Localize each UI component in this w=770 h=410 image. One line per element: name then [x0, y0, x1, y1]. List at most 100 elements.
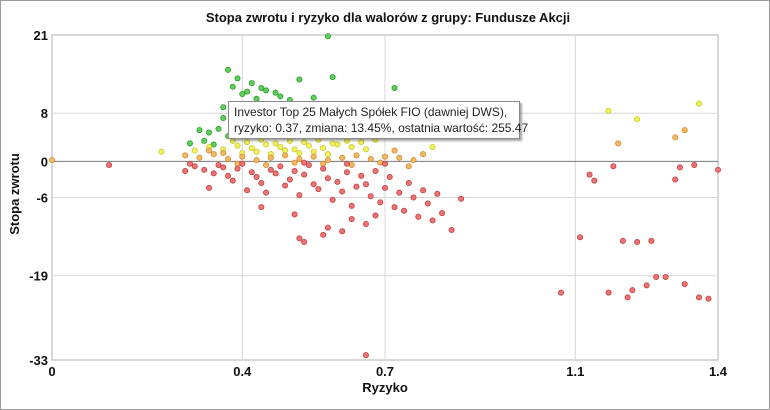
data-point-orange[interactable] — [296, 155, 303, 162]
data-point-orange[interactable] — [681, 127, 688, 134]
data-point-red[interactable] — [410, 194, 417, 201]
data-point-orange[interactable] — [220, 149, 227, 156]
data-point-red[interactable] — [315, 186, 322, 193]
data-point-red[interactable] — [201, 166, 208, 173]
data-point-red[interactable] — [458, 195, 465, 202]
data-point-orange[interactable] — [210, 151, 217, 158]
data-point-red[interactable] — [186, 160, 193, 167]
data-point-orange[interactable] — [420, 151, 427, 158]
data-point-red[interactable] — [448, 226, 455, 233]
data-point-orange[interactable] — [367, 155, 374, 162]
data-point-red[interactable] — [439, 210, 446, 217]
data-point-green[interactable] — [324, 33, 331, 40]
data-point-red[interactable] — [643, 282, 650, 289]
data-point-red[interactable] — [676, 164, 683, 171]
data-point-orange[interactable] — [396, 154, 403, 161]
data-point-red[interactable] — [372, 168, 379, 175]
data-point-red[interactable] — [339, 228, 346, 235]
data-point-red[interactable] — [277, 163, 284, 170]
data-point-orange[interactable] — [239, 153, 246, 160]
data-point-yellow[interactable] — [362, 146, 369, 153]
data-point-red[interactable] — [305, 161, 312, 168]
data-point-yellow[interactable] — [277, 143, 284, 150]
data-point-red[interactable] — [263, 189, 270, 196]
data-point-red[interactable] — [610, 163, 617, 170]
data-point-orange[interactable] — [205, 147, 212, 154]
data-point-red[interactable] — [348, 202, 355, 209]
data-point-orange[interactable] — [263, 161, 270, 168]
data-point-red[interactable] — [420, 187, 427, 194]
data-point-red[interactable] — [205, 184, 212, 191]
data-point-green[interactable] — [210, 141, 217, 148]
data-point-red[interactable] — [253, 174, 260, 181]
data-point-yellow[interactable] — [248, 145, 255, 152]
data-point-red[interactable] — [301, 171, 308, 178]
data-point-red[interactable] — [324, 175, 331, 182]
data-point-red[interactable] — [334, 178, 341, 185]
data-point-red[interactable] — [405, 180, 412, 187]
data-point-orange[interactable] — [182, 152, 189, 159]
data-point-red[interactable] — [329, 196, 336, 203]
data-point-green[interactable] — [239, 90, 246, 97]
data-point-red[interactable] — [348, 216, 355, 223]
data-point-red[interactable] — [381, 184, 388, 191]
data-point-red[interactable] — [681, 281, 688, 288]
data-point-yellow[interactable] — [329, 140, 336, 147]
data-point-red[interactable] — [248, 169, 255, 176]
data-point-red[interactable] — [386, 174, 393, 181]
data-point-red[interactable] — [220, 164, 227, 171]
data-point-red[interactable] — [291, 211, 298, 218]
data-point-orange[interactable] — [672, 134, 679, 141]
data-point-red[interactable] — [634, 239, 641, 246]
data-point-red[interactable] — [695, 294, 702, 301]
data-point-yellow[interactable] — [286, 137, 293, 144]
data-point-orange[interactable] — [353, 152, 360, 159]
data-point-red[interactable] — [229, 177, 236, 184]
data-point-green[interactable] — [272, 89, 279, 96]
data-point-green[interactable] — [248, 80, 255, 87]
data-point-yellow[interactable] — [634, 116, 641, 123]
data-point-red[interactable] — [391, 204, 398, 211]
data-point-red[interactable] — [353, 183, 360, 190]
data-point-orange[interactable] — [410, 157, 417, 164]
data-point-red[interactable] — [624, 294, 631, 301]
data-point-red[interactable] — [215, 161, 222, 168]
data-point-red[interactable] — [320, 231, 327, 238]
data-point-green[interactable] — [244, 88, 251, 95]
data-point-yellow[interactable] — [429, 143, 436, 150]
data-point-red[interactable] — [310, 181, 317, 188]
data-point-red[interactable] — [182, 168, 189, 175]
data-point-yellow[interactable] — [191, 147, 198, 154]
data-point-yellow[interactable] — [234, 142, 241, 149]
data-point-red[interactable] — [267, 166, 274, 173]
data-point-orange[interactable] — [196, 154, 203, 161]
data-point-green[interactable] — [258, 84, 265, 91]
data-point-orange[interactable] — [339, 154, 346, 161]
data-point-yellow[interactable] — [343, 137, 350, 144]
data-point-orange[interactable] — [49, 157, 56, 164]
data-point-red[interactable] — [372, 212, 379, 219]
data-point-red[interactable] — [234, 165, 241, 172]
data-point-red[interactable] — [629, 287, 636, 294]
data-point-orange[interactable] — [381, 153, 388, 160]
data-point-orange[interactable] — [324, 157, 331, 164]
data-point-red[interactable] — [429, 217, 436, 224]
data-point-green[interactable] — [215, 125, 222, 132]
data-point-orange[interactable] — [253, 157, 260, 164]
data-point-orange[interactable] — [282, 152, 289, 159]
data-point-red[interactable] — [662, 273, 669, 280]
data-point-red[interactable] — [296, 235, 303, 242]
data-point-red[interactable] — [424, 200, 431, 207]
data-point-yellow[interactable] — [296, 149, 303, 156]
data-point-orange[interactable] — [377, 159, 384, 166]
data-point-red[interactable] — [558, 289, 565, 296]
data-point-red[interactable] — [586, 171, 593, 178]
data-point-red[interactable] — [106, 161, 113, 168]
data-point-green[interactable] — [196, 127, 203, 134]
data-point-red[interactable] — [301, 239, 308, 246]
data-point-green[interactable] — [296, 76, 303, 83]
data-point-green[interactable] — [234, 75, 241, 82]
data-point-orange[interactable] — [615, 140, 622, 147]
data-point-red[interactable] — [415, 213, 422, 220]
data-point-red[interactable] — [239, 160, 246, 167]
